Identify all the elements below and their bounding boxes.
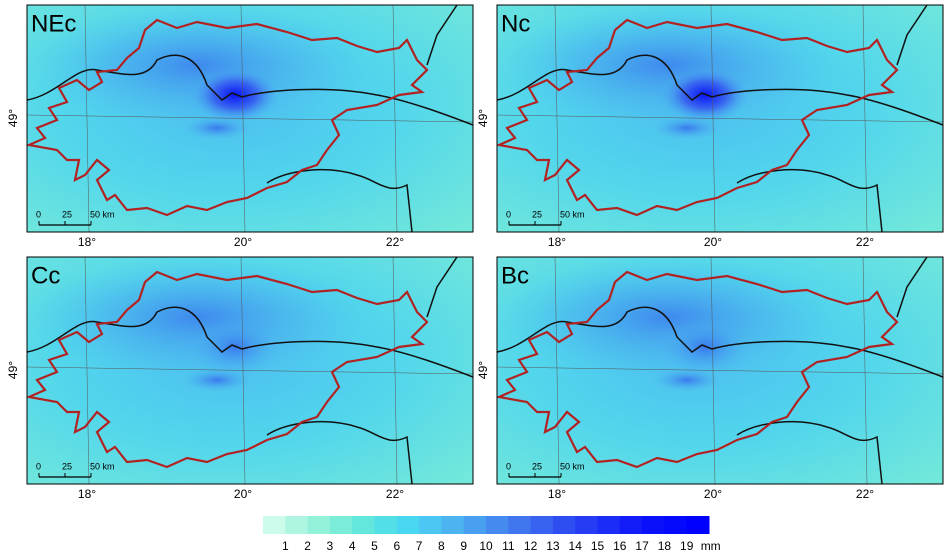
panel-label: Nc — [501, 10, 530, 37]
colorbar-swatch — [308, 516, 331, 534]
panel-label: Bc — [501, 262, 529, 289]
map-content — [497, 5, 943, 232]
precip-field — [182, 368, 252, 392]
scale-label: 0 — [506, 461, 511, 471]
y-tick-label: 49° — [6, 109, 20, 127]
x-tick-label: 22° — [856, 487, 874, 501]
map-content — [497, 257, 943, 484]
scale-label: 50 km — [90, 461, 115, 471]
colorbar-swatch — [441, 516, 464, 534]
colorbar-swatch — [464, 516, 487, 534]
precip-field — [182, 116, 252, 140]
colorbar-swatch — [419, 516, 442, 534]
scale-label: 0 — [36, 461, 41, 471]
colorbar-swatch — [375, 516, 398, 534]
colorbar-label: 14 — [569, 539, 583, 553]
colorbar-swatch — [285, 516, 308, 534]
colorbar-label: 2 — [304, 539, 311, 553]
colorbar-swatch — [553, 516, 576, 534]
precip-field — [652, 116, 722, 140]
colorbar-label: 18 — [658, 539, 672, 553]
y-tick-label: 49° — [476, 109, 490, 127]
map-content — [27, 5, 473, 232]
x-tick-label: 18° — [548, 487, 566, 501]
colorbar-label: 3 — [327, 539, 334, 553]
colorbar-swatch — [397, 516, 420, 534]
y-tick-label: 49° — [476, 361, 490, 379]
colorbar-swatch — [486, 516, 509, 534]
colorbar-swatch — [620, 516, 643, 534]
panel-label: Cc — [31, 262, 60, 289]
scale-label: 25 — [532, 461, 542, 471]
colorbar-swatch — [352, 516, 375, 534]
map-panel: Nc 0 25 50 km 18° 20° 22° 49° — [476, 5, 943, 249]
colorbar-label: 13 — [546, 539, 560, 553]
x-tick-label: 22° — [386, 235, 404, 249]
scale-label: 0 — [36, 209, 41, 219]
scale-label: 50 km — [560, 209, 585, 219]
map-panel: NEc 0 25 50 km 18° 20° 22° 49° — [6, 5, 473, 249]
y-tick-label: 49° — [6, 361, 20, 379]
colorbar-label: 4 — [349, 539, 356, 553]
colorbar-swatch — [330, 516, 353, 534]
x-tick-label: 20° — [704, 235, 722, 249]
scale-label: 25 — [62, 461, 72, 471]
x-tick-label: 22° — [386, 487, 404, 501]
colorbar-label: 15 — [591, 539, 605, 553]
x-tick-label: 18° — [548, 235, 566, 249]
colorbar-label: 8 — [438, 539, 445, 553]
colorbar-swatch — [508, 516, 531, 534]
colorbar-swatch — [664, 516, 687, 534]
colorbar-label: 6 — [393, 539, 400, 553]
colorbar-label: 1 — [282, 539, 289, 553]
colorbar-label: 7 — [416, 539, 423, 553]
x-tick-label: 20° — [234, 235, 252, 249]
map-panel: Bc 0 25 50 km 18° 20° 22° 49° — [476, 257, 943, 501]
scale-label: 0 — [506, 209, 511, 219]
colorbar-label: 19 — [680, 539, 694, 553]
precip-field — [652, 368, 722, 392]
x-tick-label: 20° — [704, 487, 722, 501]
colorbar-label: 10 — [479, 539, 493, 553]
scale-label: 50 km — [560, 461, 585, 471]
colorbar-label: 16 — [613, 539, 627, 553]
colorbar-label: 17 — [635, 539, 649, 553]
x-tick-label: 22° — [856, 235, 874, 249]
colorbar-label: 11 — [502, 539, 515, 553]
page: NEc02550 km18°20°22°49°Nc02550 km18°20°2… — [0, 0, 944, 556]
x-tick-label: 18° — [78, 235, 96, 249]
map-content — [27, 257, 473, 484]
map-panel: Cc 0 25 50 km 18° 20° 22° 49° — [6, 257, 473, 501]
colorbar-unit: mm — [701, 539, 721, 553]
x-tick-label: 18° — [78, 487, 96, 501]
figure: NEc02550 km18°20°22°49°Nc02550 km18°20°2… — [0, 0, 944, 556]
scale-label: 50 km — [90, 209, 115, 219]
panel-label: NEc — [31, 10, 76, 37]
colorbar-swatch — [598, 516, 621, 534]
colorbar-label: 12 — [524, 539, 538, 553]
colorbar-swatch — [263, 516, 286, 534]
colorbar-swatch — [642, 516, 665, 534]
x-tick-label: 20° — [234, 487, 252, 501]
colorbar-label: 5 — [371, 539, 378, 553]
colorbar-swatch — [531, 516, 554, 534]
scale-label: 25 — [532, 209, 542, 219]
colorbar-swatch — [687, 516, 710, 534]
colorbar-label: 9 — [460, 539, 467, 553]
scale-label: 25 — [62, 209, 72, 219]
colorbar-swatch — [575, 516, 598, 534]
